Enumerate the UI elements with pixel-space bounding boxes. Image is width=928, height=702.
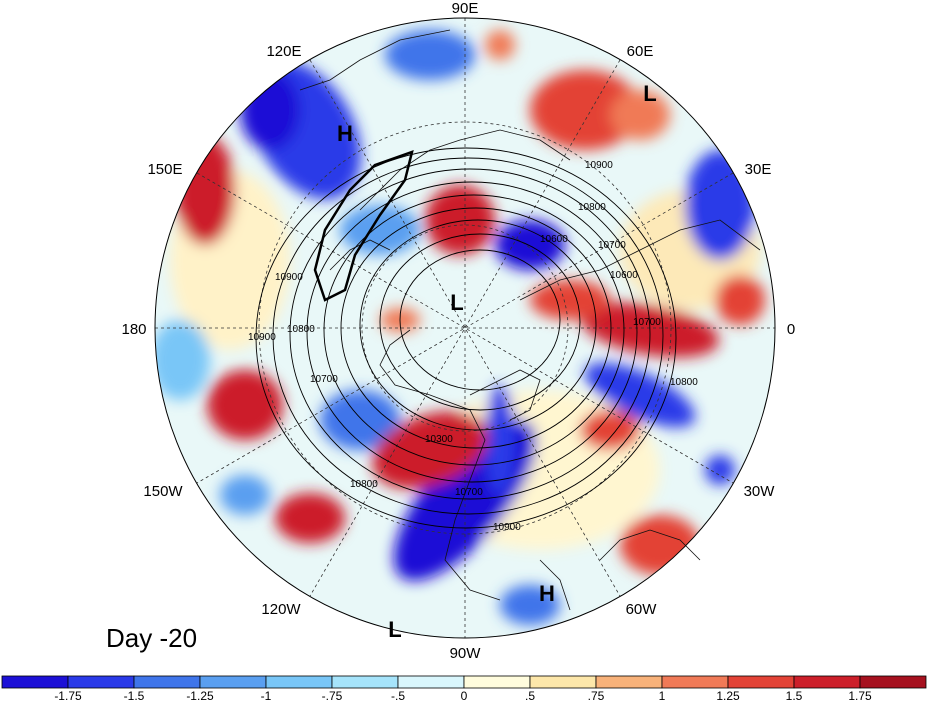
colorbar-tick-label: -1 (261, 689, 272, 702)
contour-label: 10800 (350, 479, 378, 490)
colorbar-swatch (661, 675, 729, 689)
lon-label-30w: 30W (744, 483, 776, 500)
contour-labels: 10900 10800 10700 10600 10300 10900 1080… (248, 160, 698, 533)
lon-label-90e: 90E (452, 0, 479, 17)
colorbar-tick-label: -1.25 (186, 689, 214, 702)
contour-label: 10800 (670, 377, 698, 388)
colorbar-tick-label: 1.25 (716, 689, 740, 702)
height-contours (255, 147, 677, 529)
colorbar-swatch (265, 675, 333, 689)
colorbar-tick-label: .5 (525, 689, 535, 702)
colorbar-tick-label: 1.75 (848, 689, 872, 702)
colorbar-tick-label: 1 (659, 689, 666, 702)
lon-label-60e: 60E (627, 43, 654, 60)
contour-label: 10700 (310, 374, 338, 385)
low-center-marker: L (388, 617, 401, 642)
pressure-centers: H L L H L (337, 81, 657, 642)
lon-label-150w: 150W (143, 483, 183, 500)
low-center-marker: L (450, 290, 463, 315)
contour-label: 10600 (540, 234, 568, 245)
day-title: Day -20 (106, 623, 197, 653)
colorbar: -1.75 -1.5 -1.25 -1 -.75 -.5 0 .5 .75 1 1.25 1.5 1.7… (1, 675, 927, 702)
contour-label: 10900 (493, 522, 521, 533)
lon-label-180: 180 (121, 321, 146, 338)
colorbar-swatch (529, 675, 597, 689)
map-border (154, 17, 776, 639)
colorbar-tick-label: -1.5 (124, 689, 145, 702)
contour-label: 10300 (425, 434, 453, 445)
contour-label: 10700 (633, 317, 661, 328)
colorbar-tick-label: -1.75 (54, 689, 82, 702)
contour-label: 10700 (455, 487, 483, 498)
contour-label: 10900 (275, 272, 303, 283)
contour-label: 10600 (610, 270, 638, 281)
colorbar-swatch (331, 675, 399, 689)
contour-label: 10800 (578, 202, 606, 213)
contour-label: 10800 (287, 324, 315, 335)
lon-label-120w: 120W (261, 601, 301, 618)
high-center-marker: H (337, 121, 353, 146)
colorbar-swatch (67, 675, 135, 689)
colorbar-tick-label: 0 (461, 689, 468, 702)
lon-label-90w: 90W (450, 645, 482, 662)
contour-label: 10900 (248, 332, 276, 343)
graticule (155, 18, 775, 638)
lon-label-150e: 150E (147, 161, 182, 178)
colorbar-swatch (595, 675, 663, 689)
contour-label: 10700 (598, 240, 626, 251)
low-center-marker: L (643, 81, 656, 106)
high-center-marker: H (539, 581, 555, 606)
colorbar-tick-label: -.75 (322, 689, 343, 702)
contour-label: 10900 (585, 160, 613, 171)
lon-label-0: 0 (787, 321, 795, 338)
colorbar-swatch (199, 675, 267, 689)
wind-jet-contour (313, 150, 414, 302)
colorbar-swatch (793, 675, 861, 689)
colorbar-swatch (727, 675, 795, 689)
lon-label-60w: 60W (626, 601, 658, 618)
colorbar-swatch (859, 675, 927, 689)
colorbar-swatch (463, 675, 531, 689)
colorbar-swatch (1, 675, 69, 689)
colorbar-swatch (397, 675, 465, 689)
colorbar-tick-label: -.5 (391, 689, 405, 702)
colorbar-tick-label: 1.5 (786, 689, 803, 702)
colorbar-tick-label: .75 (588, 689, 605, 702)
lon-label-120e: 120E (266, 43, 301, 60)
lon-label-30e: 30E (745, 161, 772, 178)
colorbar-swatch (133, 675, 201, 689)
longitude-labels: 90E 60E 30E 0 30W 60W 90W 120W 150W 180 … (121, 0, 795, 662)
